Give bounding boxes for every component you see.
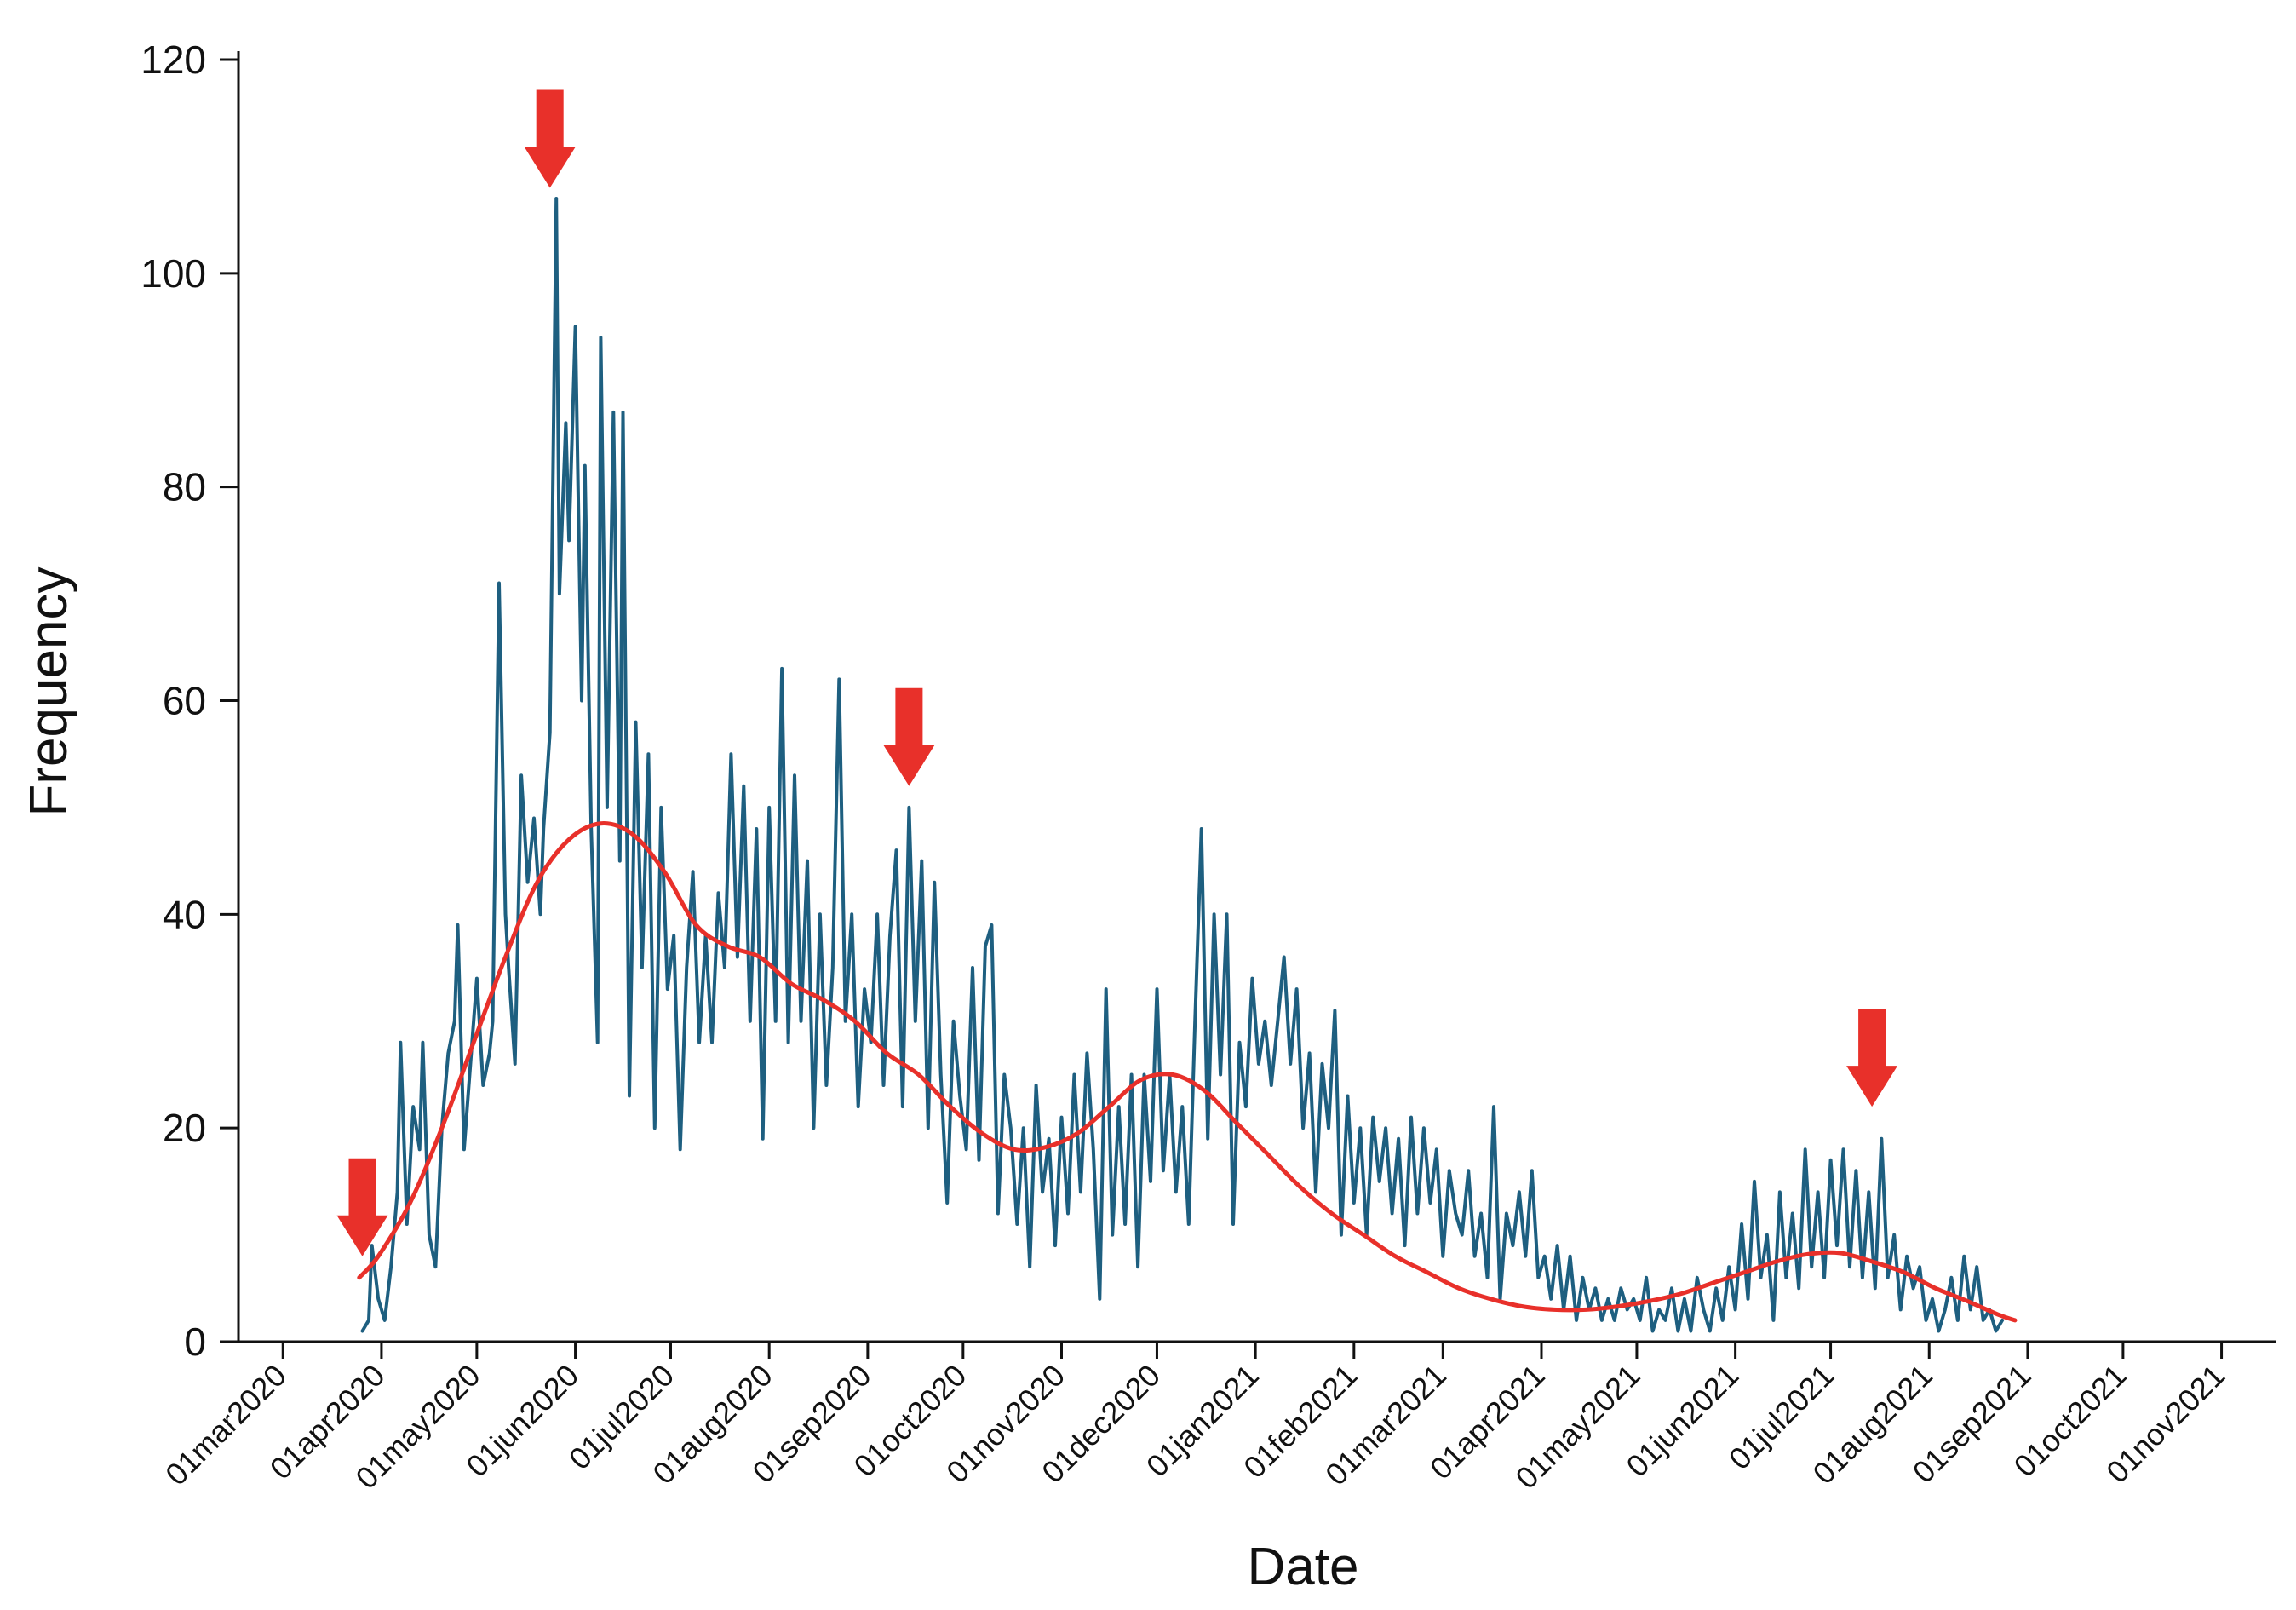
y-tick-label: 100 (141, 251, 206, 296)
red-arrow-2 (524, 89, 576, 188)
y-tick-label: 0 (184, 1320, 206, 1364)
y-axis-title: Frequency (20, 567, 78, 817)
y-tick-label: 80 (163, 465, 206, 509)
y-tick-label: 120 (141, 37, 206, 82)
daily-frequency-line (360, 197, 2005, 1333)
y-tick-label: 40 (163, 892, 206, 936)
red-arrow-1 (336, 1158, 388, 1256)
x-axis-title: Date (1248, 1538, 1359, 1596)
smoothed-trend-line (357, 821, 2018, 1323)
series-layer (357, 197, 2018, 1333)
red-arrow-4 (1846, 1009, 1898, 1107)
red-arrow-3 (883, 687, 935, 786)
annotation-layer (336, 89, 1898, 1256)
y-tick-label: 20 (163, 1106, 206, 1150)
y-tick-label: 60 (163, 679, 206, 723)
